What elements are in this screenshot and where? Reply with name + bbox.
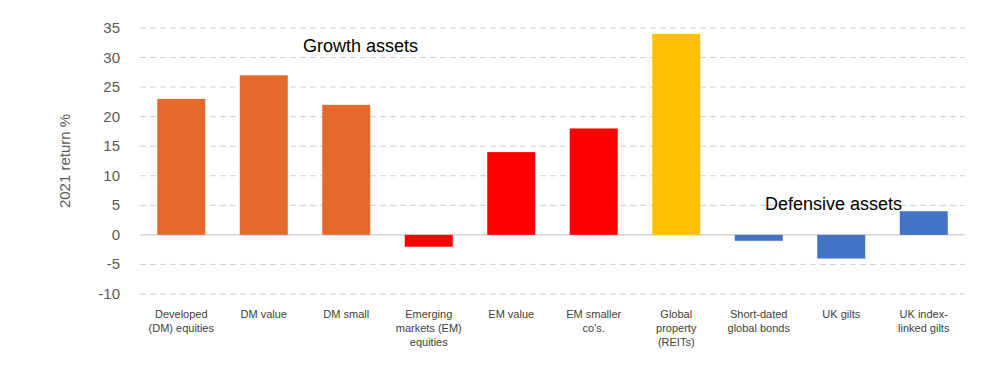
x-tick-line: (REITs) (658, 336, 695, 348)
x-tick-line: Emerging (405, 308, 452, 320)
annotation: Growth assets (303, 36, 418, 56)
x-tick-line: equities (410, 336, 448, 348)
x-tick-label: Emerging markets (EM) equities (396, 308, 462, 348)
y-tick-label: 25 (103, 78, 120, 95)
x-tick-line: Developed (155, 308, 208, 320)
x-tick-label: DM value (241, 308, 287, 320)
y-tick-label: 5 (112, 196, 120, 213)
x-tick-line: UK gilts (822, 308, 860, 320)
bar (157, 99, 205, 235)
y-tick-label: 35 (103, 19, 120, 36)
x-tick-label: EM smaller co's. (566, 308, 621, 334)
bar (817, 235, 865, 259)
x-tick-label: Short-dated global bonds (728, 308, 791, 334)
x-tick-label: UK index-linked gilts (898, 308, 950, 334)
bar (570, 128, 618, 234)
bar (900, 211, 948, 235)
x-tick-line: co's. (583, 322, 605, 334)
x-tick-line: markets (EM) (396, 322, 462, 334)
grid-line (140, 28, 965, 29)
x-tick-line: DM small (323, 308, 369, 320)
x-tick-label: UK gilts (822, 308, 860, 320)
bar (735, 235, 783, 241)
x-tick-line: Global (660, 308, 692, 320)
y-tick-label: 30 (103, 49, 120, 66)
x-tick-line: global bonds (728, 322, 791, 334)
bar (405, 235, 453, 247)
chart-container: -10 -5 0 5 10 15 20 25 30 35 2021 return % Develope… (0, 0, 1000, 379)
bar (240, 75, 288, 235)
y-tick-label: 10 (103, 167, 120, 184)
bars (157, 34, 948, 259)
y-tick-label: 0 (112, 226, 120, 243)
x-tick-line: EM value (488, 308, 534, 320)
x-tick-line: (DM) equities (149, 322, 215, 334)
x-tick-line: EM smaller (566, 308, 621, 320)
bar (487, 152, 535, 235)
x-tick-line: UK index- (900, 308, 949, 320)
grid-line (140, 57, 965, 58)
x-tick-line: Short-dated (730, 308, 787, 320)
chart-svg: -10 -5 0 5 10 15 20 25 30 35 2021 return % Develope… (0, 0, 1000, 379)
y-axis-label: 2021 return % (56, 114, 73, 208)
grid-line (140, 294, 965, 295)
x-tick-label: Developed (DM) equities (149, 308, 215, 334)
x-tick-label: Global property (REITs) (656, 308, 697, 348)
x-tick-line: linked gilts (898, 322, 950, 334)
y-tick-label: 15 (103, 137, 120, 154)
x-tick-line: DM value (241, 308, 287, 320)
x-tick-label: DM small (323, 308, 369, 320)
annotation: Defensive assets (765, 194, 902, 214)
x-tick-line: property (656, 322, 697, 334)
bar (652, 34, 700, 235)
bar (322, 105, 370, 235)
y-tick-label: -10 (98, 285, 120, 302)
y-tick-label: -5 (107, 255, 120, 272)
grid-line (140, 264, 965, 265)
y-tick-label: 20 (103, 108, 120, 125)
x-tick-label: EM value (488, 308, 534, 320)
